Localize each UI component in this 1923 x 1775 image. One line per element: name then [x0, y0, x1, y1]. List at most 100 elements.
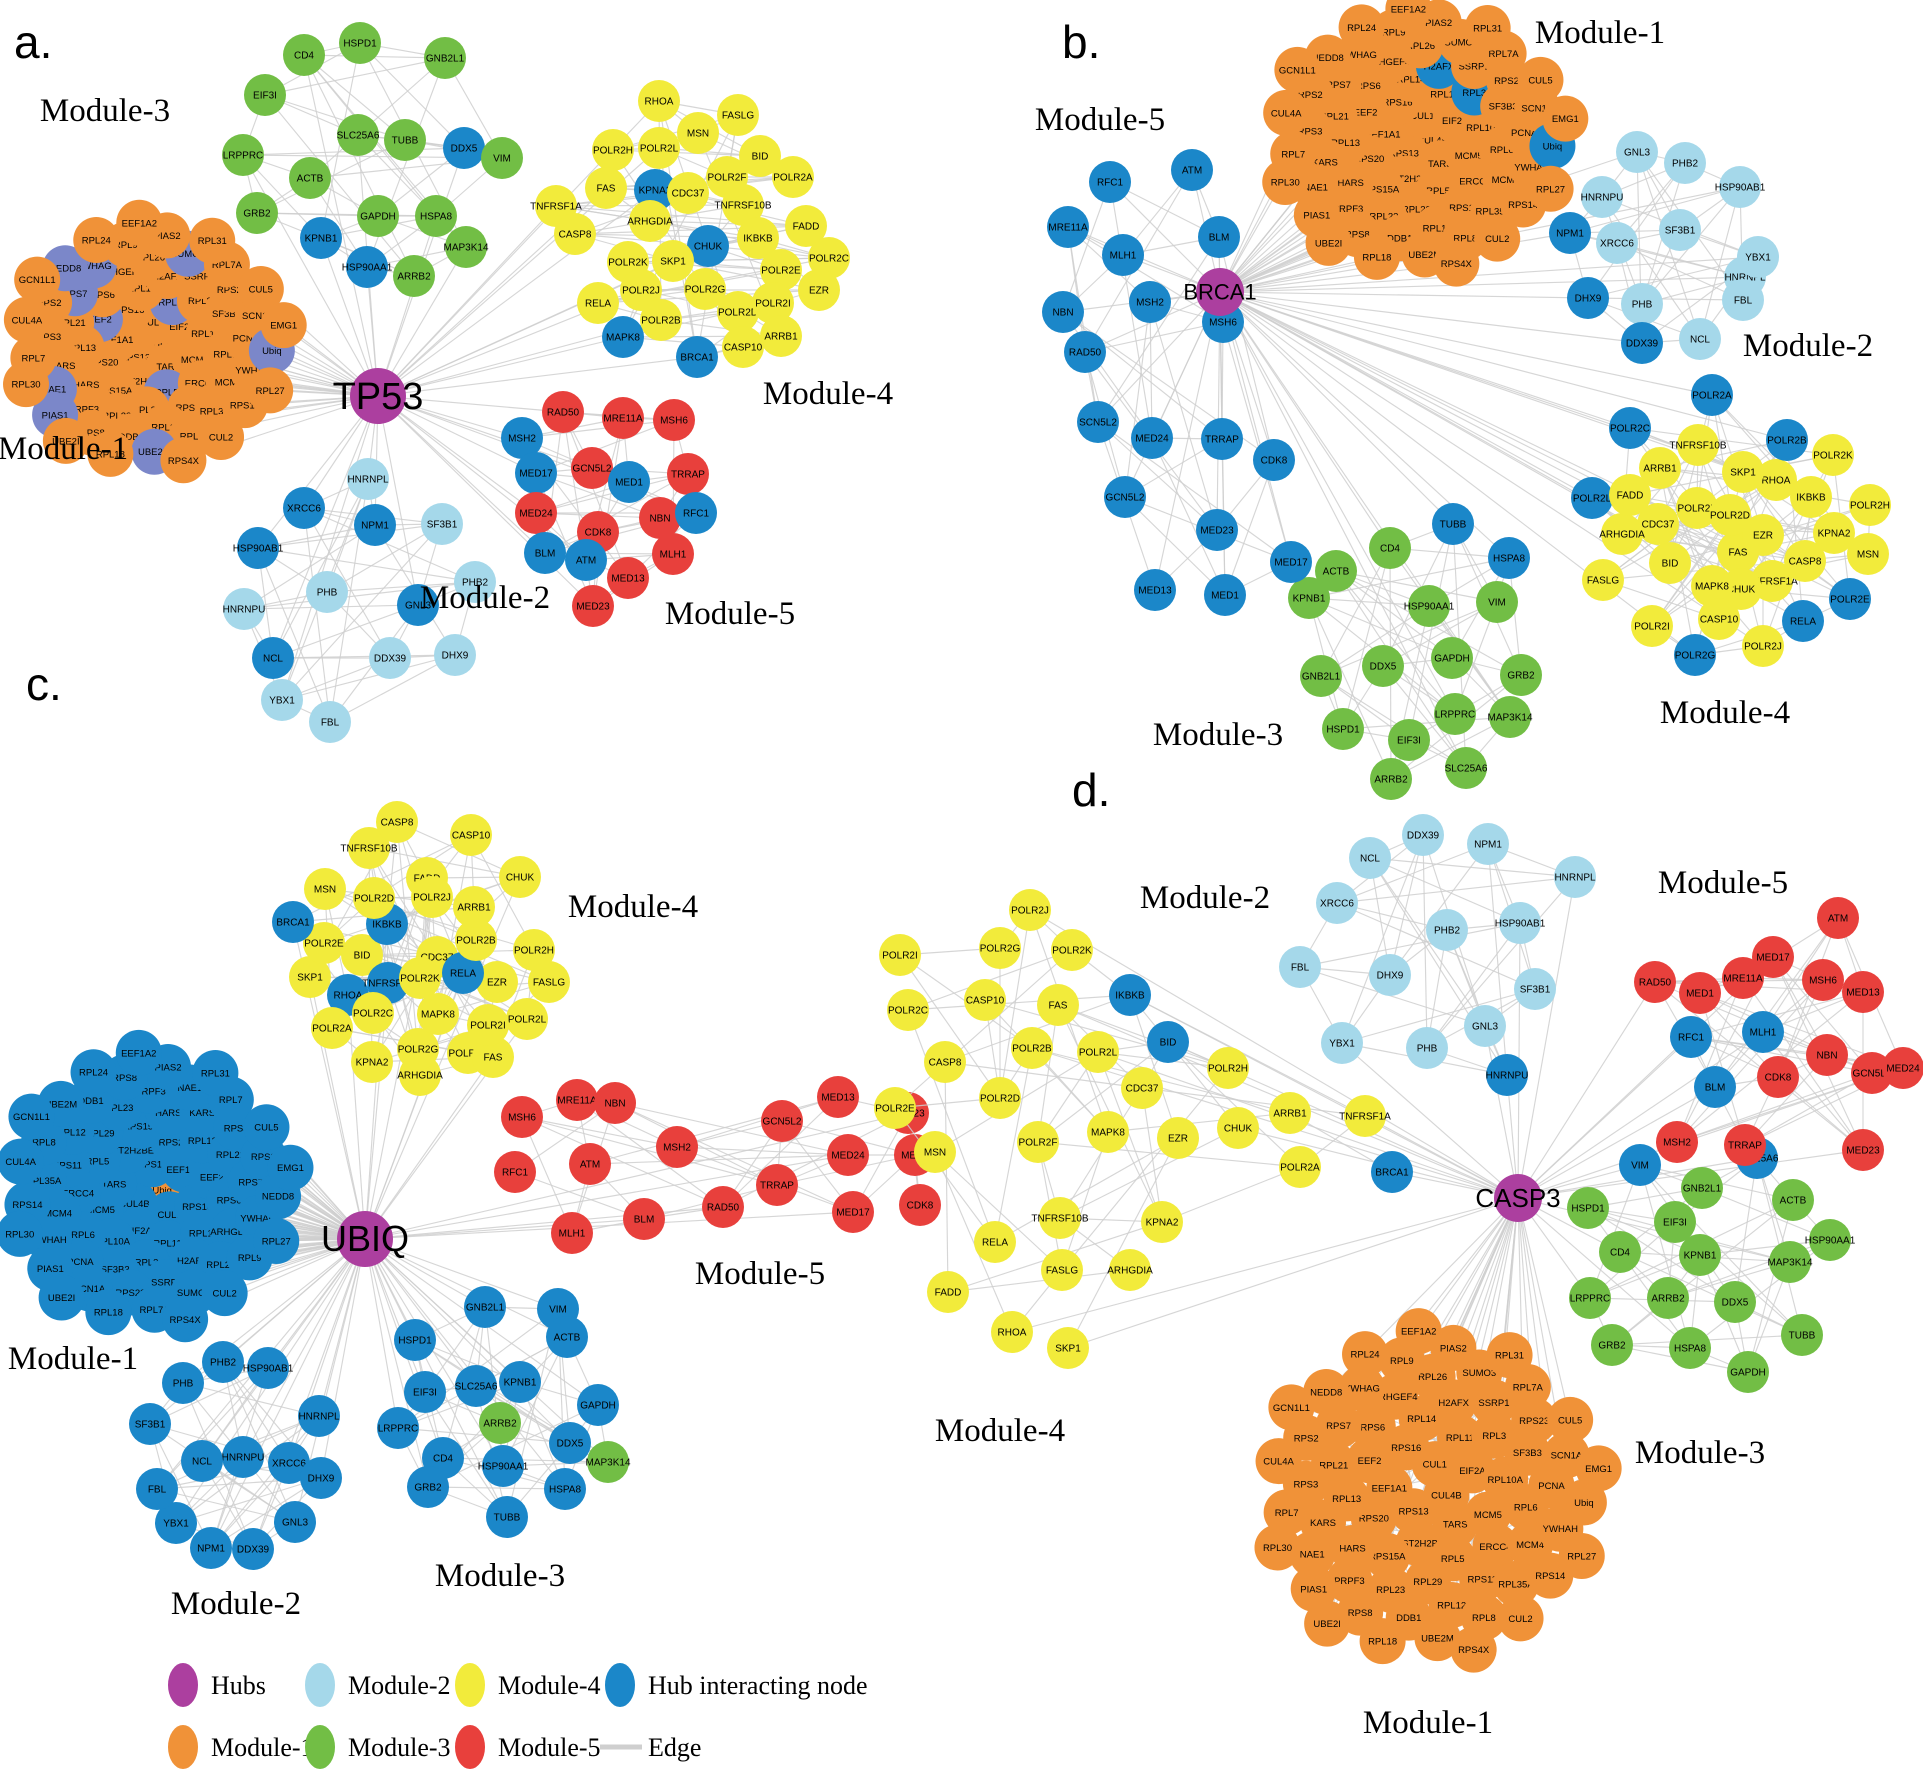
node-TUBB[interactable] — [1432, 503, 1474, 545]
node-CASP10[interactable] — [964, 979, 1006, 1021]
node-HSPA8[interactable] — [1669, 1327, 1711, 1369]
node-HSPA8[interactable] — [415, 195, 457, 237]
node-POLR2K[interactable] — [1812, 434, 1854, 476]
node-HNRNPU[interactable] — [1486, 1054, 1528, 1096]
node-MSN[interactable] — [677, 112, 719, 154]
node-RPS4X[interactable] — [162, 1296, 209, 1343]
node-GCN5L2[interactable] — [1104, 476, 1146, 518]
node-EIF3I[interactable] — [404, 1371, 446, 1413]
node-MSH6[interactable] — [501, 1096, 543, 1138]
node-NCL[interactable] — [1679, 318, 1721, 360]
node-MED13[interactable] — [607, 557, 649, 599]
node-CASP8[interactable] — [1784, 540, 1826, 582]
node-PHB[interactable] — [1406, 1027, 1448, 1069]
node-POLR2I[interactable] — [879, 934, 921, 976]
node-RPL30[interactable] — [3, 361, 50, 408]
node-DDX39[interactable] — [232, 1528, 274, 1570]
node-POLR2G[interactable] — [979, 927, 1021, 969]
node-POLR2A[interactable] — [772, 156, 814, 198]
node-POLR2I[interactable] — [752, 282, 794, 324]
node-BRCA1[interactable] — [1371, 1151, 1413, 1193]
node-EZR[interactable] — [798, 269, 840, 311]
node-MSH2[interactable] — [501, 417, 543, 459]
node-BID[interactable] — [739, 135, 781, 177]
node-HNRNPU[interactable] — [223, 588, 265, 630]
node-KPNA2[interactable] — [1813, 512, 1855, 554]
node-MSH2[interactable] — [656, 1126, 698, 1168]
node-ARRB1[interactable] — [1269, 1092, 1311, 1134]
node-DHX9[interactable] — [300, 1457, 342, 1499]
hub-CASP3[interactable] — [1494, 1174, 1542, 1222]
node-ACTB[interactable] — [546, 1316, 588, 1358]
node-MAPK8[interactable] — [602, 316, 644, 358]
node-RPL7[interactable] — [1263, 1489, 1310, 1536]
node-GNB2L1[interactable] — [1681, 1167, 1723, 1209]
node-NCL[interactable] — [252, 637, 294, 679]
node-CDC37[interactable] — [667, 172, 709, 214]
node-LRPPRC[interactable] — [1434, 693, 1476, 735]
node-EIF3I[interactable] — [244, 74, 286, 116]
node-TUBB[interactable] — [384, 119, 426, 161]
node-ARRB2[interactable] — [1370, 758, 1412, 800]
node-FAS[interactable] — [585, 167, 627, 209]
node-MLH1[interactable] — [551, 1212, 593, 1254]
node-BLM[interactable] — [1198, 216, 1240, 258]
node-DDX5[interactable] — [443, 127, 485, 169]
node-CUL4A[interactable] — [1263, 89, 1310, 136]
node-BID[interactable] — [1649, 542, 1691, 584]
node-DDX5[interactable] — [1362, 645, 1404, 687]
node-POLR2A[interactable] — [1279, 1146, 1321, 1188]
node-ACTB[interactable] — [1315, 550, 1357, 592]
node-SF3B1[interactable] — [129, 1403, 171, 1445]
node-YWHAG[interactable] — [1338, 1365, 1385, 1412]
node-RPL27[interactable] — [1558, 1532, 1605, 1579]
node-GCN5L2[interactable] — [571, 447, 613, 489]
node-CUL5[interactable] — [1547, 1396, 1594, 1443]
node-TNFRSF10B[interactable] — [1039, 1197, 1081, 1239]
node-CHUK[interactable] — [687, 225, 729, 267]
node-PIAS2[interactable] — [1430, 1324, 1477, 1371]
node-YBX1[interactable] — [261, 679, 303, 721]
node-BID[interactable] — [1147, 1021, 1189, 1063]
node-KPNA2[interactable] — [634, 169, 676, 211]
node-POLR2A[interactable] — [311, 1007, 353, 1049]
node-MAPK8[interactable] — [417, 993, 459, 1035]
node-CDK8[interactable] — [899, 1184, 941, 1226]
node-RELA[interactable] — [974, 1221, 1016, 1263]
node-RHOA[interactable] — [991, 1311, 1033, 1353]
node-DHX9[interactable] — [434, 634, 476, 676]
node-POLR2B[interactable] — [1011, 1027, 1053, 1069]
hub-TP53[interactable] — [350, 368, 406, 424]
node-CUL2[interactable] — [1497, 1595, 1544, 1642]
node-RPL24[interactable] — [1342, 1331, 1389, 1378]
node-POLR2C[interactable] — [352, 992, 394, 1034]
node-HSP90AB1[interactable] — [1719, 166, 1761, 208]
node-GCN5L2[interactable] — [761, 1100, 803, 1142]
node-POLR2E[interactable] — [874, 1087, 916, 1129]
node-RELA[interactable] — [442, 952, 484, 994]
node-CDK8[interactable] — [1253, 439, 1295, 481]
node-ACTB[interactable] — [289, 157, 331, 199]
node-CDK8[interactable] — [1757, 1056, 1799, 1098]
node-CASP10[interactable] — [722, 326, 764, 368]
node-RPL27[interactable] — [247, 367, 294, 414]
node-MED23[interactable] — [572, 585, 614, 627]
node-RAD50[interactable] — [702, 1186, 744, 1228]
node-FAS[interactable] — [472, 1036, 514, 1078]
node-NPM1[interactable] — [354, 504, 396, 546]
node-VIM[interactable] — [481, 137, 523, 179]
node-CUL5[interactable] — [243, 1104, 290, 1151]
node-GRB2[interactable] — [236, 192, 278, 234]
node-POLR2J[interactable] — [620, 269, 662, 311]
node-POLR2D[interactable] — [979, 1077, 1021, 1119]
node-GRB2[interactable] — [1500, 654, 1542, 696]
node-FAS[interactable] — [1037, 984, 1079, 1026]
node-POLR2L[interactable] — [1077, 1031, 1119, 1073]
node-KPNB1[interactable] — [1679, 1234, 1721, 1276]
node-MED17[interactable] — [515, 452, 557, 494]
node-GNL3[interactable] — [397, 584, 439, 626]
node-POLR2G[interactable] — [1674, 634, 1716, 676]
node-RPL27[interactable] — [253, 1217, 300, 1264]
node-RPL11[interactable] — [1437, 1414, 1484, 1461]
node-FADD[interactable] — [1609, 474, 1651, 516]
